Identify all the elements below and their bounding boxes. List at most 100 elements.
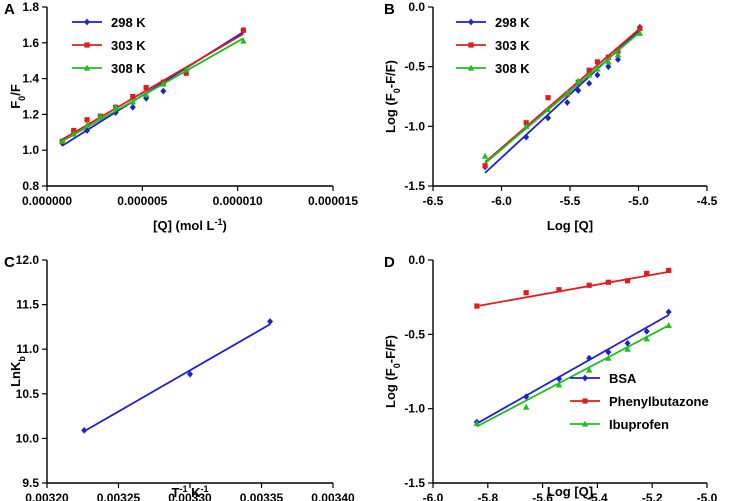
- panel-letter-a: A: [4, 1, 15, 18]
- panel-letter-c: C: [4, 254, 15, 271]
- panel-b-point-298-k: [614, 56, 621, 63]
- panel-b-point-303-k: [545, 95, 551, 101]
- panel-d-legend-marker-bsa: [582, 374, 588, 382]
- panel-d-y-tick-label: -1.0: [404, 402, 425, 416]
- panel-c-series-lnkb: [81, 318, 274, 434]
- panel-b-y-tick-label: -1.0: [404, 119, 425, 133]
- panel-b-point-298-k: [523, 133, 530, 141]
- panel-b-point-308-k: [585, 71, 593, 78]
- panel-d-point-bsa: [523, 393, 530, 401]
- panel-b-legend-label-308-k: 308 K: [495, 61, 530, 76]
- panel-a-x-tick-label: 0.000000: [22, 194, 72, 208]
- panel-c-y-tick-label: 11.0: [16, 342, 39, 356]
- panel-b-point-308-k: [481, 152, 489, 159]
- panel-letter-d: D: [384, 254, 395, 271]
- panel-c-y-tick-label: 10.0: [16, 431, 40, 445]
- panel-a-point-303-k: [183, 70, 189, 76]
- panel-b-point-298-k: [545, 114, 552, 122]
- panel-b-y-tick-label: -0.5: [404, 60, 425, 74]
- panel-b-x-tick-label: -4.5: [697, 194, 718, 208]
- panel-a-y-tick-label: 1.6: [22, 36, 39, 50]
- panel-a-legend-label-303-k: 303 K: [111, 38, 146, 53]
- panel-b-x-tick-label: -6.5: [423, 194, 444, 208]
- panel-d-x-tick-label: -5.6: [532, 491, 553, 501]
- panel-b-point-298-k: [575, 87, 582, 94]
- panel-d-x-axis-title: Log [Q]: [547, 484, 593, 499]
- panel-a-y-tick-label: 0.8: [22, 179, 39, 193]
- panel-a-fit-line-308-k: [61, 37, 244, 143]
- panel-letter-b: B: [384, 1, 395, 18]
- panel-a-fit-line-303-k: [61, 33, 244, 141]
- panel-d-x-tick-label: -5.2: [642, 491, 663, 501]
- panel-a-point-303-k: [71, 127, 77, 134]
- panel-b-x-axis-title: Log [Q]: [547, 218, 593, 233]
- panel-b-point-308-k: [605, 58, 612, 65]
- panel-c-point-lnkb: [187, 370, 193, 378]
- panel-a-point-298-k: [143, 94, 150, 102]
- panel-d-y-tick-label: -0.5: [404, 327, 425, 341]
- panel-c-y-axis-title: LnKb: [8, 356, 27, 387]
- panel-d-y-tick-label: -1.5: [404, 476, 425, 490]
- panel-d-series-ibuprofen: [473, 322, 672, 428]
- panel-c-point-lnkb: [81, 426, 88, 434]
- panel-a-legend-label-298-k: 298 K: [111, 15, 146, 30]
- panel-b-point-298-k: [594, 71, 601, 79]
- panel-d-point-phenylbutazone: [586, 282, 592, 288]
- panel-b-legend-marker-303-k: [468, 42, 474, 48]
- panel-a-x-tick-label: 0.000015: [308, 194, 358, 208]
- panel-d-fit-line-phenylbutazone: [476, 271, 669, 307]
- panel-d-legend-label-phenylbutazone: Phenylbutazone: [609, 394, 709, 409]
- panel-a-legend-label-308-k: 308 K: [111, 61, 146, 76]
- panel-b-x-tick-label: -5.0: [628, 194, 649, 208]
- panel-d-legend-label-ibuprofen: Ibuprofen: [609, 417, 669, 432]
- panel-b-point-308-k: [564, 89, 571, 96]
- panel-a-point-298-k: [129, 103, 136, 111]
- panel-a-y-tick-label: 1.4: [22, 72, 39, 86]
- panel-d-point-bsa: [605, 348, 612, 356]
- panel-d-fit-line-bsa: [476, 314, 670, 425]
- panel-b-fit-line-308-k: [484, 31, 641, 165]
- panel-d-legend-marker-ibuprofen: [581, 420, 589, 427]
- panel-b-x-tick-label: -5.5: [560, 194, 581, 208]
- panel-b-point-308-k: [636, 29, 644, 36]
- panel-c-y-tick-label: 9.5: [22, 476, 39, 490]
- panel-a-y-tick-label: 1.8: [22, 0, 39, 14]
- panel-c-y-tick-label: 12.0: [16, 253, 40, 267]
- panel-b-legend-marker-298-k: [468, 18, 474, 26]
- panel-d-x-tick-label: -5.8: [477, 491, 498, 501]
- panel-d-point-bsa: [643, 327, 650, 335]
- panel-b-legend: 298 K 303 K 308 K: [456, 15, 530, 76]
- panel-d-point-phenylbutazone: [666, 267, 672, 274]
- panel-d-point-bsa: [586, 354, 593, 362]
- panel-d-point-ibuprofen: [522, 403, 530, 410]
- panel-a-point-308-k: [83, 121, 91, 128]
- panel-a-y-tick-label: 1.2: [22, 107, 39, 121]
- panel-a-point-303-k: [143, 84, 149, 91]
- panel-d-x-tick-label: -5.0: [697, 491, 718, 501]
- panel-b-point-308-k: [614, 51, 622, 58]
- panel-d-point-ibuprofen: [555, 381, 563, 388]
- panel-b-point-308-k: [575, 77, 582, 84]
- panel-a-y-axis-title: F0/F: [8, 84, 27, 109]
- panel-c-x-tick-label: 0.00335: [240, 491, 284, 501]
- panel-b-point-308-k: [594, 65, 601, 72]
- panel-a-point-308-k: [97, 112, 104, 119]
- panel-a-point-303-k: [240, 27, 246, 33]
- panel-b-point-308-k: [522, 122, 530, 129]
- panel-a: 0.000000 0.000005 0.000010 0.000015 0.8 1.0 1.…: [8, 0, 358, 233]
- panel-b-series-308-k: [481, 29, 644, 165]
- panel-b-point-298-k: [586, 79, 593, 87]
- panel-a-x-tick-label: 0.000010: [213, 194, 263, 208]
- panel-a-x-axis-title: [Q] (mol L-1): [153, 217, 227, 233]
- panel-b-legend-marker-308-k: [467, 64, 475, 71]
- panel-a-point-298-k: [160, 87, 167, 95]
- panel-b-point-303-k: [594, 59, 600, 65]
- panel-d-point-phenylbutazone: [556, 287, 562, 293]
- panel-d-point-ibuprofen: [643, 335, 650, 342]
- panel-b-point-298-k: [564, 99, 571, 106]
- panel-c-x-tick-label: 0.00330: [168, 491, 212, 501]
- panel-a-x-tick-label: 0.000005: [117, 194, 167, 208]
- panel-d-fit-line-ibuprofen: [476, 324, 670, 428]
- panel-c-x-tick-label: 0.00325: [97, 491, 141, 501]
